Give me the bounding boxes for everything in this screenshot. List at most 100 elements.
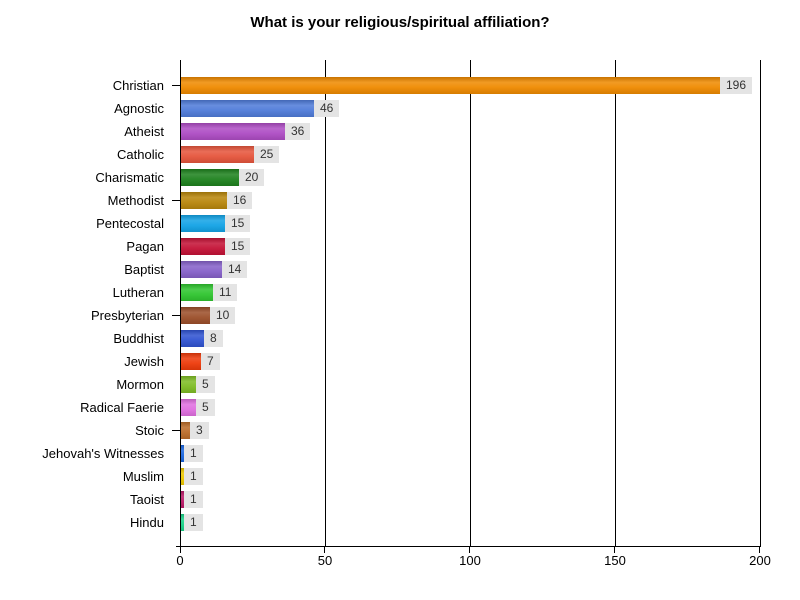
category-label: Christian xyxy=(112,78,164,93)
value-label: 11 xyxy=(213,284,238,301)
bar xyxy=(181,468,184,485)
bar xyxy=(181,422,190,439)
value-label: 1 xyxy=(184,468,203,485)
category-label: Atheist xyxy=(124,124,164,139)
category-label: Jewish xyxy=(124,354,164,369)
bar-row: 14 xyxy=(181,261,248,278)
bar-row: 20 xyxy=(181,169,265,186)
category-label: Lutheran xyxy=(112,285,164,300)
value-label: 5 xyxy=(196,399,215,416)
chart-title: What is your religious/spiritual affilia… xyxy=(250,14,550,31)
bar xyxy=(181,146,254,163)
bar-row: 25 xyxy=(181,146,280,163)
x-axis-label: 50 xyxy=(317,553,333,568)
category-label: Agnostic xyxy=(114,101,164,116)
value-label: 196 xyxy=(720,77,753,94)
category-label: Taoist xyxy=(130,492,164,507)
x-axis-overhang xyxy=(176,546,181,547)
value-label: 7 xyxy=(201,353,220,370)
bar-row: 46 xyxy=(181,100,340,117)
category-tick xyxy=(172,315,180,316)
value-label: 10 xyxy=(210,307,236,324)
bar-row: 11 xyxy=(181,284,238,301)
x-axis-label: 150 xyxy=(604,553,626,568)
bar xyxy=(181,284,213,301)
value-label: 3 xyxy=(190,422,209,439)
value-label: 20 xyxy=(239,169,265,186)
value-label: 5 xyxy=(196,376,215,393)
bar xyxy=(181,169,239,186)
value-label: 25 xyxy=(254,146,280,163)
plot-area: 196 46 36 25 20 16 15 15 14 11 10 8 7 5 5 3 1 1 1 1 xyxy=(180,60,761,547)
x-axis-tick xyxy=(614,547,615,553)
value-label: 46 xyxy=(314,100,340,117)
bar-row: 1 xyxy=(181,514,203,531)
bar-row: 7 xyxy=(181,353,220,370)
bar-row: 10 xyxy=(181,307,236,324)
category-label: Stoic xyxy=(135,423,164,438)
category-tick xyxy=(172,85,180,86)
bar xyxy=(181,261,222,278)
x-axis-tick xyxy=(759,547,760,553)
bar xyxy=(181,192,227,209)
bar xyxy=(181,399,196,416)
x-axis-label: 200 xyxy=(749,553,771,568)
value-label: 36 xyxy=(285,123,311,140)
x-axis-label: 100 xyxy=(459,553,481,568)
bar-row: 1 xyxy=(181,445,203,462)
category-label: Muslim xyxy=(122,469,164,484)
x-axis-tick xyxy=(324,547,325,553)
category-label: Hindu xyxy=(130,515,164,530)
bar-row: 8 xyxy=(181,330,223,347)
bar-row: 36 xyxy=(181,123,311,140)
x-axis-tick xyxy=(469,547,470,553)
value-label: 15 xyxy=(225,215,251,232)
value-label: 8 xyxy=(204,330,223,347)
value-label: 16 xyxy=(227,192,253,209)
category-label: Presbyterian xyxy=(91,308,164,323)
bar-row: 5 xyxy=(181,399,215,416)
category-label: Pagan xyxy=(126,239,164,254)
x-axis-label: 0 xyxy=(176,553,184,568)
bar-row: 16 xyxy=(181,192,253,209)
bar-row: 1 xyxy=(181,468,203,485)
category-tick xyxy=(172,430,180,431)
bar xyxy=(181,376,196,393)
gridline-x-200 xyxy=(760,60,761,546)
category-label: Charismatic xyxy=(95,170,164,185)
bar xyxy=(181,330,204,347)
bar xyxy=(181,491,184,508)
category-label: Pentecostal xyxy=(96,216,164,231)
gridline-x-50 xyxy=(325,60,326,546)
value-label: 1 xyxy=(184,491,203,508)
bar xyxy=(181,307,210,324)
category-tick xyxy=(172,200,180,201)
bar xyxy=(181,215,225,232)
value-label: 1 xyxy=(184,514,203,531)
x-axis-tick xyxy=(180,547,181,553)
bar xyxy=(181,77,720,94)
category-axis: Christian Agnostic Atheist Catholic Charisma… xyxy=(0,60,172,546)
category-label: Baptist xyxy=(124,262,164,277)
value-label: 1 xyxy=(184,445,203,462)
gridline-x-100 xyxy=(470,60,471,546)
category-label: Radical Faerie xyxy=(80,400,164,415)
bar-row: 3 xyxy=(181,422,209,439)
bar xyxy=(181,353,201,370)
bar-row: 15 xyxy=(181,238,251,255)
bar xyxy=(181,514,184,531)
value-label: 14 xyxy=(222,261,248,278)
bar xyxy=(181,123,285,140)
category-label: Jehovah's Witnesses xyxy=(42,446,164,461)
value-label: 15 xyxy=(225,238,251,255)
bar xyxy=(181,100,314,117)
bar xyxy=(181,445,184,462)
bar-row: 1 xyxy=(181,491,203,508)
gridline-x-150 xyxy=(615,60,616,546)
category-label: Methodist xyxy=(107,193,164,208)
category-label: Buddhist xyxy=(113,331,164,346)
bar-row: 196 xyxy=(181,77,753,94)
bar-row: 15 xyxy=(181,215,251,232)
bar xyxy=(181,238,225,255)
